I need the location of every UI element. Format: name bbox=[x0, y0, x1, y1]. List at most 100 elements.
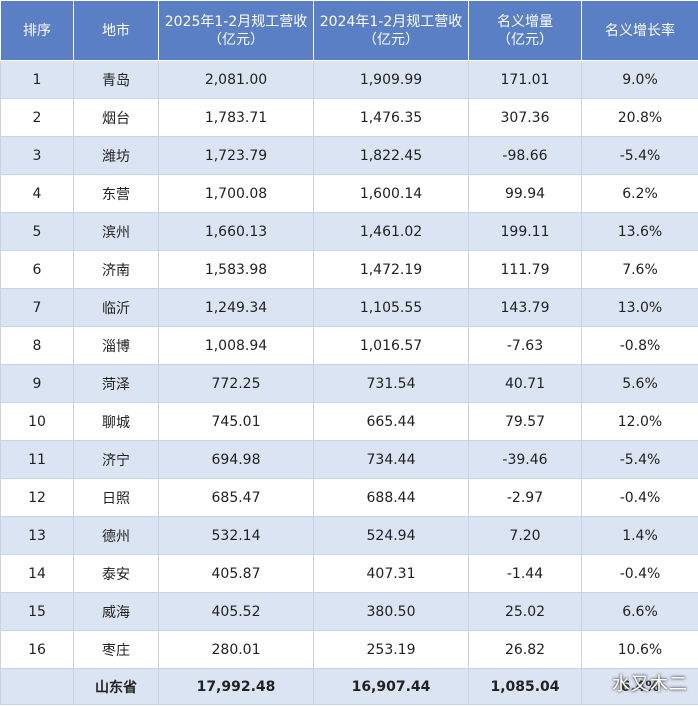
table-row: 3 潍坊 1,723.79 1,822.45 -98.66 -5.4% bbox=[0, 136, 698, 175]
increase-cell: -2.97 bbox=[468, 478, 582, 517]
increase-cell: 40.71 bbox=[468, 364, 582, 403]
revenue-2024-cell: 1,461.02 bbox=[313, 212, 469, 251]
revenue-2025-cell: 2,081.00 bbox=[158, 60, 314, 99]
table-row: 12 日照 685.47 688.44 -2.97 -0.4% bbox=[0, 478, 698, 517]
city-cell: 泰安 bbox=[73, 554, 159, 593]
increase-cell: -39.46 bbox=[468, 440, 582, 479]
city-cell: 济宁 bbox=[73, 440, 159, 479]
revenue-2025-cell: 1,008.94 bbox=[158, 326, 314, 365]
total-rank-cell bbox=[0, 668, 74, 705]
growth-rate-cell: -5.4% bbox=[581, 136, 698, 175]
revenue-2024-cell: 688.44 bbox=[313, 478, 469, 517]
revenue-2024-cell: 407.31 bbox=[313, 554, 469, 593]
rank-cell: 3 bbox=[0, 136, 74, 175]
table-header: 排序 地市 2025年1-2月规工营收 （亿元） 2024年1-2月规工营收 （亿元） 名义… bbox=[0, 0, 698, 61]
revenue-2025-cell: 772.25 bbox=[158, 364, 314, 403]
total-label-cell: 山东省 bbox=[73, 668, 159, 705]
table-row: 1 青岛 2,081.00 1,909.99 171.01 9.0% bbox=[0, 60, 698, 99]
rank-cell: 12 bbox=[0, 478, 74, 517]
growth-rate-cell: 7.6% bbox=[581, 250, 698, 289]
city-cell: 烟台 bbox=[73, 98, 159, 137]
total-increase-cell: 1,085.04 bbox=[468, 668, 582, 705]
rank-cell: 7 bbox=[0, 288, 74, 327]
increase-cell: 307.36 bbox=[468, 98, 582, 137]
total-current-cell: 17,992.48 bbox=[158, 668, 314, 705]
growth-rate-cell: 1.4% bbox=[581, 516, 698, 555]
revenue-2025-cell: 1,660.13 bbox=[158, 212, 314, 251]
increase-cell: -1.44 bbox=[468, 554, 582, 593]
growth-rate-cell: 6.6% bbox=[581, 592, 698, 631]
table-row: 10 聊城 745.01 665.44 79.57 12.0% bbox=[0, 402, 698, 441]
revenue-2025-cell: 685.47 bbox=[158, 478, 314, 517]
growth-rate-cell: 13.0% bbox=[581, 288, 698, 327]
rank-cell: 16 bbox=[0, 630, 74, 669]
increase-cell: -98.66 bbox=[468, 136, 582, 175]
header-city: 地市 bbox=[73, 0, 159, 61]
growth-rate-cell: -5.4% bbox=[581, 440, 698, 479]
increase-cell: 79.57 bbox=[468, 402, 582, 441]
revenue-2025-cell: 1,583.98 bbox=[158, 250, 314, 289]
revenue-2024-cell: 1,600.14 bbox=[313, 174, 469, 213]
revenue-2024-cell: 1,476.35 bbox=[313, 98, 469, 137]
table-row: 6 济南 1,583.98 1,472.19 111.79 7.6% bbox=[0, 250, 698, 289]
watermark-text: 水又木二 bbox=[612, 674, 688, 695]
growth-rate-cell: 10.6% bbox=[581, 630, 698, 669]
revenue-2025-cell: 1,783.71 bbox=[158, 98, 314, 137]
table-row: 8 淄博 1,008.94 1,016.57 -7.63 -0.8% bbox=[0, 326, 698, 365]
table-body: 1 青岛 2,081.00 1,909.99 171.01 9.0% 2 烟台 1,783.71… bbox=[0, 60, 698, 705]
revenue-2024-cell: 1,016.57 bbox=[313, 326, 469, 365]
revenue-2024-cell: 1,105.55 bbox=[313, 288, 469, 327]
header-increase: 名义增量 （亿元） bbox=[468, 0, 582, 61]
rank-cell: 8 bbox=[0, 326, 74, 365]
increase-cell: 143.79 bbox=[468, 288, 582, 327]
city-cell: 潍坊 bbox=[73, 136, 159, 175]
header-rank: 排序 bbox=[0, 0, 74, 61]
city-cell: 青岛 bbox=[73, 60, 159, 99]
rank-cell: 2 bbox=[0, 98, 74, 137]
rank-cell: 10 bbox=[0, 402, 74, 441]
revenue-2024-cell: 253.19 bbox=[313, 630, 469, 669]
revenue-2025-cell: 280.01 bbox=[158, 630, 314, 669]
growth-rate-cell: 13.6% bbox=[581, 212, 698, 251]
rank-cell: 14 bbox=[0, 554, 74, 593]
rank-cell: 5 bbox=[0, 212, 74, 251]
city-cell: 济南 bbox=[73, 250, 159, 289]
total-rate-cell: 6.4% bbox=[581, 668, 698, 705]
rank-cell: 9 bbox=[0, 364, 74, 403]
revenue-2025-cell: 532.14 bbox=[158, 516, 314, 555]
increase-cell: 199.11 bbox=[468, 212, 582, 251]
city-cell: 日照 bbox=[73, 478, 159, 517]
increase-cell: 171.01 bbox=[468, 60, 582, 99]
revenue-2024-cell: 731.54 bbox=[313, 364, 469, 403]
revenue-2025-cell: 694.98 bbox=[158, 440, 314, 479]
table-row: 9 菏泽 772.25 731.54 40.71 5.6% bbox=[0, 364, 698, 403]
table-row: 14 泰安 405.87 407.31 -1.44 -0.4% bbox=[0, 554, 698, 593]
growth-rate-cell: 5.6% bbox=[581, 364, 698, 403]
table-row: 4 东营 1,700.08 1,600.14 99.94 6.2% bbox=[0, 174, 698, 213]
growth-rate-cell: -0.8% bbox=[581, 326, 698, 365]
rank-cell: 11 bbox=[0, 440, 74, 479]
increase-cell: 111.79 bbox=[468, 250, 582, 289]
revenue-2024-cell: 1,472.19 bbox=[313, 250, 469, 289]
table-row: 15 威海 405.52 380.50 25.02 6.6% bbox=[0, 592, 698, 631]
table-row: 16 枣庄 280.01 253.19 26.82 10.6% bbox=[0, 630, 698, 669]
city-cell: 枣庄 bbox=[73, 630, 159, 669]
city-cell: 聊城 bbox=[73, 402, 159, 441]
revenue-2024-cell: 734.44 bbox=[313, 440, 469, 479]
increase-cell: 25.02 bbox=[468, 592, 582, 631]
table-row: 11 济宁 694.98 734.44 -39.46 -5.4% bbox=[0, 440, 698, 479]
rank-cell: 15 bbox=[0, 592, 74, 631]
header-row: 排序 地市 2025年1-2月规工营收 （亿元） 2024年1-2月规工营收 （亿元） 名义… bbox=[0, 0, 698, 61]
increase-cell: 26.82 bbox=[468, 630, 582, 669]
table-row: 5 滨州 1,660.13 1,461.02 199.11 13.6% bbox=[0, 212, 698, 251]
rank-cell: 4 bbox=[0, 174, 74, 213]
growth-rate-cell: 9.0% bbox=[581, 60, 698, 99]
rank-cell: 13 bbox=[0, 516, 74, 555]
growth-rate-cell: -0.4% bbox=[581, 478, 698, 517]
revenue-2024-cell: 380.50 bbox=[313, 592, 469, 631]
total-previous-cell: 16,907.44 bbox=[313, 668, 469, 705]
growth-rate-cell: 12.0% bbox=[581, 402, 698, 441]
rank-cell: 1 bbox=[0, 60, 74, 99]
rank-cell: 6 bbox=[0, 250, 74, 289]
